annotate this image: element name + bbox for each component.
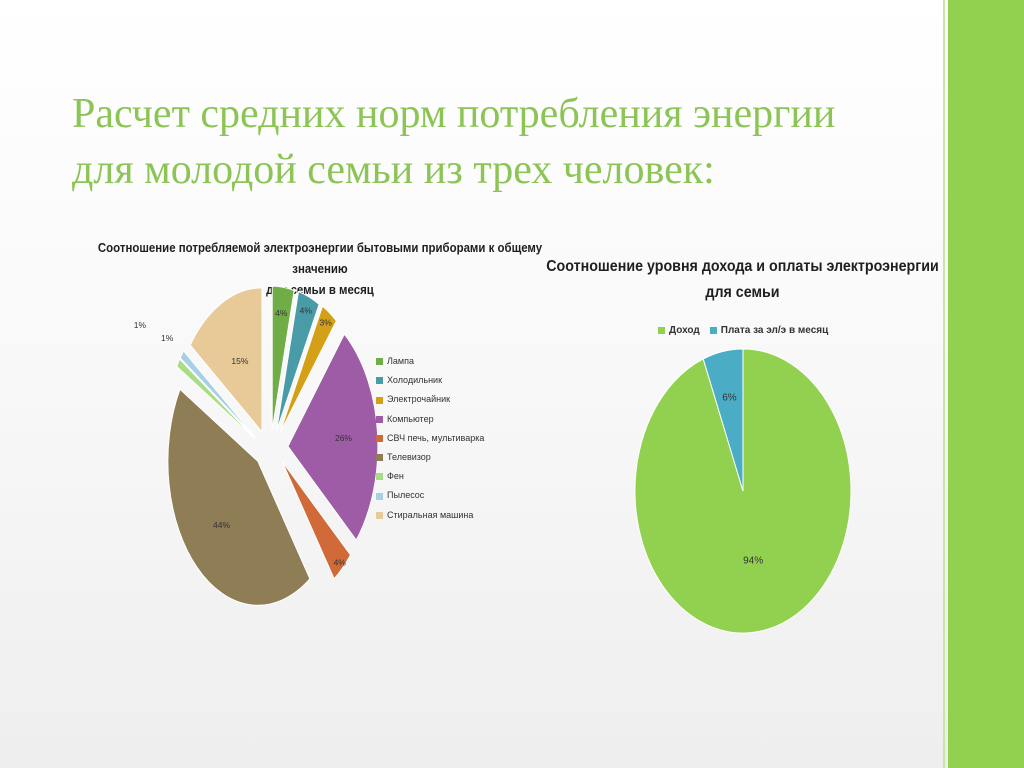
- pie1-data-label-3: 3%: [320, 318, 333, 328]
- appliance-legend-swatch-2: [376, 377, 383, 385]
- income-chart-title: Соотношение уровня дохода и оплаты элект…: [519, 254, 965, 306]
- appliance-legend-item-9: Стиральная машина: [376, 506, 484, 525]
- appliance-legend-label-5: СВЧ печь, мультиварка: [387, 432, 485, 443]
- appliance-legend-item-3: Электрочайник: [376, 390, 484, 409]
- appliance-legend-swatch-7: [376, 473, 383, 481]
- appliance-legend-swatch-3: [376, 396, 383, 404]
- pie1-slice-3: [279, 305, 337, 434]
- pie1-data-label-2: 4%: [300, 305, 313, 315]
- appliance-legend-item-1: Лампа: [376, 352, 484, 371]
- appliance-legend-item-7: Фен: [376, 467, 484, 486]
- pie1-data-label-1: 4%: [275, 308, 288, 318]
- income-chart-title-line2: для семьи: [705, 284, 780, 301]
- appliance-legend-swatch-4: [376, 415, 383, 423]
- slide-title-line2: для молодой семьи из трех человек:: [72, 147, 715, 193]
- slide-title-line1: Расчет средних норм потребления энергии: [72, 91, 836, 137]
- pie2-data-label-1: 94%: [743, 556, 763, 567]
- appliance-legend-item-4: Компьютер: [376, 410, 484, 429]
- appliance-legend-label-9: Стиральная машина: [387, 509, 474, 520]
- pie1-slice-8: [179, 349, 256, 438]
- pie1-slice-5: [281, 461, 352, 580]
- pie1-data-label-9: 15%: [231, 356, 248, 366]
- appliance-legend-swatch-6: [376, 454, 383, 462]
- appliance-legend-swatch-1: [376, 358, 383, 366]
- accent-divider-line: [943, 0, 945, 768]
- pie1-slice-6: [167, 388, 311, 606]
- pie1-slice-7: [176, 358, 256, 439]
- accent-side-bar: [948, 0, 1024, 768]
- income-legend-label-1: Доход: [669, 325, 700, 336]
- appliance-legend-swatch-8: [376, 492, 383, 500]
- pie2-data-label-2: 6%: [722, 393, 737, 404]
- appliance-legend-swatch-9: [376, 511, 383, 519]
- income-chart-title-line1: Соотношение уровня дохода и оплаты элект…: [546, 258, 939, 275]
- pie1-slice-2: [276, 290, 320, 432]
- appliance-legend-label-2: Холодильник: [387, 375, 443, 386]
- pie1-slice-4: [287, 333, 379, 541]
- appliance-legend-label-4: Компьютер: [387, 413, 434, 424]
- pie-chart-1: 4% 4% 3% 26% 4% 44% 1% 1% 15%: [134, 285, 379, 606]
- appliance-chart-legend: Лампа Холодильник Электрочайник Компьютер СВ…: [376, 352, 484, 525]
- appliance-legend-swatch-5: [376, 434, 383, 442]
- pie1-data-label-5: 4%: [334, 557, 347, 567]
- slide-title: Расчет средних норм потребления энергии …: [72, 86, 932, 198]
- income-legend-item-2: Плата за эл/э в месяц: [709, 325, 829, 336]
- income-chart-legend: Доход Плата за эл/э в месяц: [658, 325, 838, 336]
- income-legend-swatch-1: [658, 327, 665, 334]
- pie-chart-2: 94% 6%: [634, 348, 852, 634]
- appliance-legend-item-8: Пылесос: [376, 486, 484, 505]
- income-legend-item-1: Доход: [658, 325, 700, 336]
- appliance-legend-item-6: Телевизор: [376, 448, 484, 467]
- appliance-chart-title-line1: Соотношение потребляемой электроэнергии …: [97, 240, 543, 276]
- appliance-legend-label-7: Фен: [387, 471, 404, 482]
- appliance-legend-item-5: СВЧ печь, мультиварка: [376, 429, 484, 448]
- appliance-legend-item-2: Холодильник: [376, 371, 484, 390]
- pie1-data-label-4: 26%: [335, 433, 352, 443]
- income-legend-label-2: Плата за эл/э в месяц: [720, 325, 829, 336]
- pie1-data-label-7: 1%: [134, 320, 147, 330]
- pie1-data-label-8: 1%: [161, 333, 174, 343]
- appliance-legend-label-8: Пылесос: [387, 490, 425, 501]
- appliance-legend-label-3: Электрочайник: [387, 394, 451, 405]
- pie1-data-label-6: 44%: [213, 520, 230, 530]
- pie1-slice-1: [271, 285, 295, 431]
- appliance-legend-label-6: Телевизор: [387, 452, 431, 463]
- appliance-legend-label-1: Лампа: [387, 356, 414, 366]
- pie2-slice-2: [702, 348, 744, 492]
- income-legend-swatch-2: [709, 327, 717, 334]
- pie1-slice-9: [189, 287, 263, 434]
